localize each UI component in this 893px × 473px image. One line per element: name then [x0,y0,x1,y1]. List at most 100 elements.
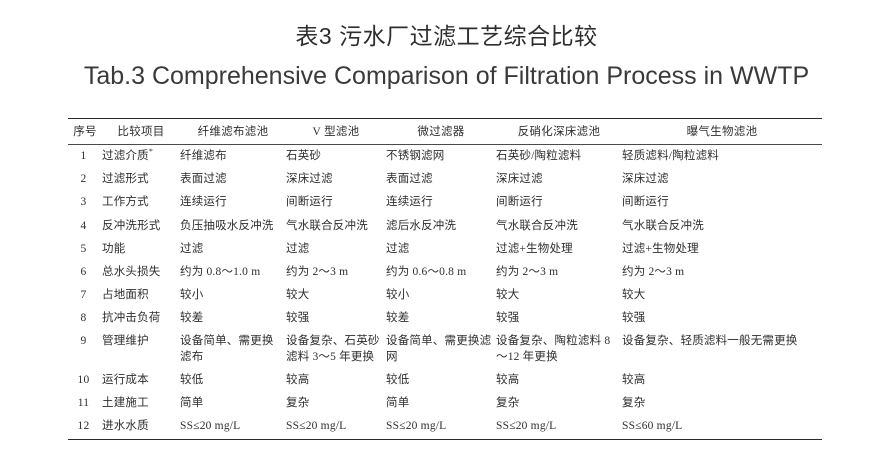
column-header-index: 序号 [68,118,102,145]
row-value-cell-4: 石英砂/陶粒滤料 [496,150,582,162]
row-item-label: 占地面积 [102,289,149,302]
row-item-label: 抗冲击负荷 [102,312,161,325]
column-header-item: 比较项目 [102,118,180,145]
row-value-cell-1: 纤维滤布 [180,150,227,162]
row-value-cell-4: 较大 [496,289,520,302]
table-header-row: 序号 比较项目 纤维滤布滤池 V 型滤池 微过滤器 反硝化深床滤池 曝气生物滤池 [68,118,822,145]
row-value-cell-4: 气水联合反冲洗 [496,219,578,232]
row-item-label: 反冲洗形式 [102,219,161,232]
row-value-cell-3: 较低 [386,373,410,386]
table-row: 8 抗冲击负荷 较差 较强 较差 较强 较强 [68,307,822,330]
row-index: 5 [80,242,87,255]
row-value-cell-3: 连续运行 [386,196,433,209]
row-value-cell-4: SS≤20 mg/L [496,415,622,441]
row-value-cell-2: 气水联合反冲洗 [286,219,368,232]
row-value-cell-2: 约为 2～3 m [286,265,349,278]
row-item-label: 进水水质 [102,415,180,441]
row-value-cell-3: 过滤 [386,242,410,255]
row-value-cell-1: 设备简单、需更换滤布 [180,335,274,363]
row-item-label: 过滤介质* [102,147,154,162]
row-value-cell-4: 复杂 [496,396,520,409]
footnote-marker: * [148,147,154,157]
column-header-fiber-cloth-filter: 纤维滤布滤池 [180,118,286,145]
row-value-cell-2: 复杂 [286,396,310,409]
row-index: 11 [77,396,90,409]
table-row: 7 占地面积 较小 较大 较小 较大 较大 [68,284,822,307]
row-value-cell-3: 较差 [386,312,410,325]
row-value-cell-5: 过滤+生物处理 [622,242,699,255]
row-item-label: 功能 [102,242,126,255]
row-value-cell-2: 设备复杂、石英砂滤料 3～5 年更换 [286,335,380,363]
row-index: 4 [80,219,87,232]
row-value-cell-5: 轻质滤料/陶粒滤料 [622,150,719,162]
row-value-cell-4: 过滤+生物处理 [496,242,573,255]
table-row: 3 工作方式 连续运行 间断运行 连续运行 间断运行 间断运行 [68,191,822,214]
row-value-cell-5: 复杂 [622,396,646,409]
row-value-cell-5: 深床过滤 [622,173,669,186]
row-value-cell-1: 表面过滤 [180,173,227,186]
row-value-cell-3: 简单 [386,396,410,409]
row-value-cell-1: 较低 [180,373,204,386]
row-index: 1 [80,150,87,162]
row-value-cell-2: 间断运行 [286,196,333,209]
table-row: 6 总水头损失 约为 0.8～1.0 m 约为 2～3 m 约为 0.6～0.8 m 约为… [68,261,822,284]
row-index: 10 [77,373,90,386]
table-title-english: Tab.3 Comprehensive Comparison of Filtra… [83,62,810,90]
table-body: 1 过滤介质* 纤维滤布 石英砂 不锈钢滤网 石英砂/陶粒滤料 轻质滤料/陶粒滤料 2 过滤形式… [68,145,822,441]
row-index: 2 [80,173,87,186]
row-value-cell-1: 连续运行 [180,196,227,209]
row-index: 7 [80,289,87,302]
row-index: 3 [80,196,87,209]
row-value-cell-1: 较小 [180,289,204,302]
comparison-table-container: 序号 比较项目 纤维滤布滤池 V 型滤池 微过滤器 反硝化深床滤池 曝气生物滤池… [68,118,822,441]
row-value-cell-4: 设备复杂、陶粒滤料 8～12 年更换 [496,335,611,363]
row-value-cell-2: 过滤 [286,242,310,255]
table-header: 序号 比较项目 纤维滤布滤池 V 型滤池 微过滤器 反硝化深床滤池 曝气生物滤池 [68,118,822,145]
row-value-cell-4: 较高 [496,373,520,386]
row-value-cell-5: 气水联合反冲洗 [622,219,704,232]
row-item-label: 过滤形式 [102,173,149,186]
table-title-chinese: 表3 污水厂过滤工艺综合比较 [295,23,598,49]
row-value-cell-1: SS≤20 mg/L [180,415,286,441]
row-index: 8 [80,312,87,325]
table-row: 2 过滤形式 表面过滤 深床过滤 表面过滤 深床过滤 深床过滤 [68,168,822,191]
row-item-label: 总水头损失 [102,265,161,278]
row-value-cell-5: 较大 [622,289,646,302]
row-item-label: 管理维护 [102,335,149,348]
comparison-table: 序号 比较项目 纤维滤布滤池 V 型滤池 微过滤器 反硝化深床滤池 曝气生物滤池… [68,118,822,441]
row-value-cell-5: SS≤60 mg/L [622,415,822,441]
row-index: 9 [80,335,87,348]
row-value-cell-4: 深床过滤 [496,173,543,186]
row-index: 12 [68,415,102,441]
row-value-cell-3: 设备简单、需更换滤网 [386,335,492,363]
row-value-cell-1: 负压抽吸水反冲洗 [180,219,274,232]
row-value-cell-1: 约为 0.8～1.0 m [180,265,261,278]
table-row: 10 运行成本 较低 较高 较低 较高 较高 [68,369,822,392]
table-row: 1 过滤介质* 纤维滤布 石英砂 不锈钢滤网 石英砂/陶粒滤料 轻质滤料/陶粒滤料 [68,145,822,169]
row-value-cell-3: 较小 [386,289,410,302]
row-value-cell-5: 间断运行 [622,196,669,209]
table-row: 12 进水水质 SS≤20 mg/L SS≤20 mg/L SS≤20 mg/L SS≤2… [68,415,822,441]
row-value-cell-3: 约为 0.6～0.8 m [386,265,467,278]
row-value-cell-3: SS≤20 mg/L [386,415,496,441]
column-header-denitrification-deep-bed-filter: 反硝化深床滤池 [496,118,622,145]
row-value-cell-4: 间断运行 [496,196,543,209]
table-row: 5 功能 过滤 过滤 过滤 过滤+生物处理 过滤+生物处理 [68,238,822,261]
row-value-cell-5: 较高 [622,373,646,386]
row-item-label: 运行成本 [102,373,149,386]
row-value-cell-2: 较强 [286,312,310,325]
row-value-cell-1: 较差 [180,312,204,325]
row-value-cell-4: 较强 [496,312,520,325]
row-value-cell-5: 较强 [622,312,646,325]
row-value-cell-3: 滤后水反冲洗 [386,219,457,232]
column-header-microfilter: 微过滤器 [386,118,496,145]
table-row: 9 管理维护 设备简单、需更换滤布 设备复杂、石英砂滤料 3～5 年更换 设备简单、需更… [68,330,822,368]
row-value-cell-2: 较高 [286,373,310,386]
row-item-label: 工作方式 [102,196,149,209]
table-row: 11 土建施工 简单 复杂 简单 复杂 复杂 [68,392,822,415]
row-value-cell-1: 简单 [180,396,204,409]
row-value-cell-4: 约为 2～3 m [496,265,559,278]
row-value-cell-3: 不锈钢滤网 [386,150,445,162]
row-value-cell-2: 石英砂 [286,150,322,162]
